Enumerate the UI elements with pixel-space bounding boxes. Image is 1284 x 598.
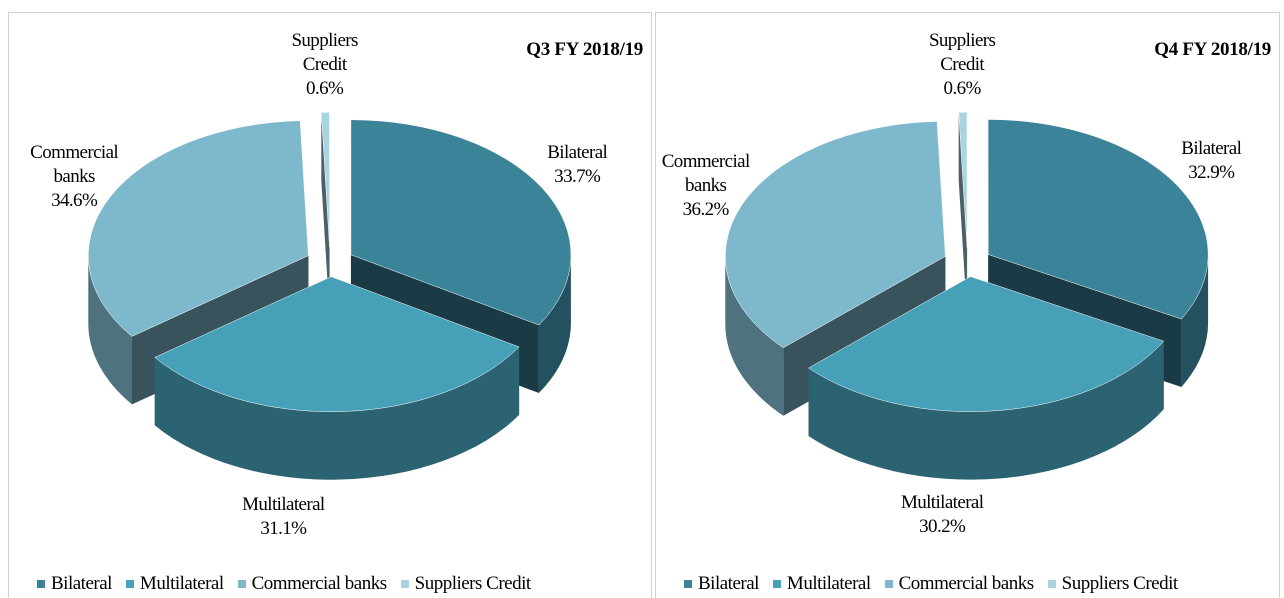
legend-label: Suppliers Credit	[1061, 573, 1179, 594]
chart-title: Q4 FY 2018/19	[1154, 39, 1271, 60]
label-value: 30.2%	[919, 516, 966, 538]
legend-swatch	[884, 580, 893, 588]
legend-swatch	[400, 580, 409, 588]
legend-item: Bilateral	[684, 573, 759, 595]
legend: Bilateral Multilateral Commercial banks Sup…	[684, 573, 1178, 595]
legend-swatch	[125, 580, 134, 588]
label-category: Commercial banks	[30, 142, 119, 187]
chart-title: Q3 FY 2018/19	[526, 39, 643, 60]
legend-label: Commercial banks	[251, 573, 388, 594]
slice	[350, 119, 572, 326]
data-label: Commercial banks 36.2%	[651, 150, 761, 222]
chart-panel: Q3 FY 2018/19 Bilateral Multilateral Commer…	[8, 12, 652, 598]
slice	[321, 112, 330, 248]
label-value: 36.2%	[682, 199, 730, 221]
slice-wall	[725, 256, 784, 416]
legend-label: Suppliers Credit	[414, 573, 532, 594]
label-category: Suppliers Credit	[291, 30, 358, 76]
slice	[154, 276, 520, 412]
legend-item: Bilateral	[37, 573, 112, 595]
chart-panel: Q4 FY 2018/19 Bilateral Multilateral Commer…	[655, 12, 1280, 598]
slice-cut-face	[958, 112, 968, 316]
label-value: 0.6%	[943, 78, 982, 100]
legend-item: Commercial banks	[237, 573, 388, 595]
slice-wall	[538, 254, 571, 393]
label-value: 0.6%	[306, 78, 344, 100]
slice	[88, 120, 309, 337]
label-category: Bilateral	[547, 142, 608, 164]
legend-label: Multilateral	[786, 573, 871, 594]
legend-swatch	[237, 580, 246, 588]
slice	[725, 121, 946, 348]
legend-label: Multilateral	[139, 573, 224, 594]
legend-swatch	[37, 580, 45, 588]
label-category: Bilateral	[1181, 138, 1242, 160]
legend-swatch	[684, 580, 692, 588]
slice-cut-face	[321, 112, 330, 316]
legend-swatch	[772, 580, 781, 588]
legend-item: Multilateral	[125, 573, 224, 595]
data-label: Commercial banks 34.6%	[19, 141, 129, 213]
label-value: 32.9%	[1188, 162, 1235, 184]
legend-item: Commercial banks	[884, 573, 1035, 595]
data-label: Multilateral 31.1%	[228, 493, 338, 541]
legend-label: Bilateral	[51, 573, 112, 594]
label-value: 33.7%	[554, 166, 601, 188]
slice	[987, 119, 1209, 320]
label-value: 34.6%	[51, 190, 98, 211]
data-label: Multilateral 30.2%	[887, 491, 997, 539]
data-label: Suppliers Credit 0.6%	[907, 29, 1017, 101]
label-category: Commercial banks	[661, 151, 751, 197]
label-category: Multilateral	[242, 493, 325, 515]
slice-wall	[88, 255, 132, 405]
slice-wall	[154, 346, 520, 480]
slice	[958, 112, 968, 248]
legend-label: Commercial banks	[898, 573, 1035, 594]
legend-item: Multilateral	[772, 573, 871, 595]
legend: Bilateral Multilateral Commercial banks Sup…	[37, 573, 531, 595]
legend-label: Bilateral	[698, 573, 759, 594]
label-category: Suppliers Credit	[928, 30, 996, 76]
slice-wall	[808, 341, 1164, 480]
legend-item: Suppliers Credit	[1047, 573, 1179, 595]
data-label: Bilateral 33.7%	[522, 141, 632, 189]
label-value: 31.1%	[260, 517, 307, 539]
data-label: Suppliers Credit 0.6%	[270, 29, 380, 101]
slice	[808, 276, 1165, 412]
legend-swatch	[1047, 580, 1056, 588]
legend-item: Suppliers Credit	[400, 573, 532, 595]
data-label: Bilateral 32.9%	[1156, 137, 1266, 185]
label-category: Multilateral	[900, 492, 984, 514]
